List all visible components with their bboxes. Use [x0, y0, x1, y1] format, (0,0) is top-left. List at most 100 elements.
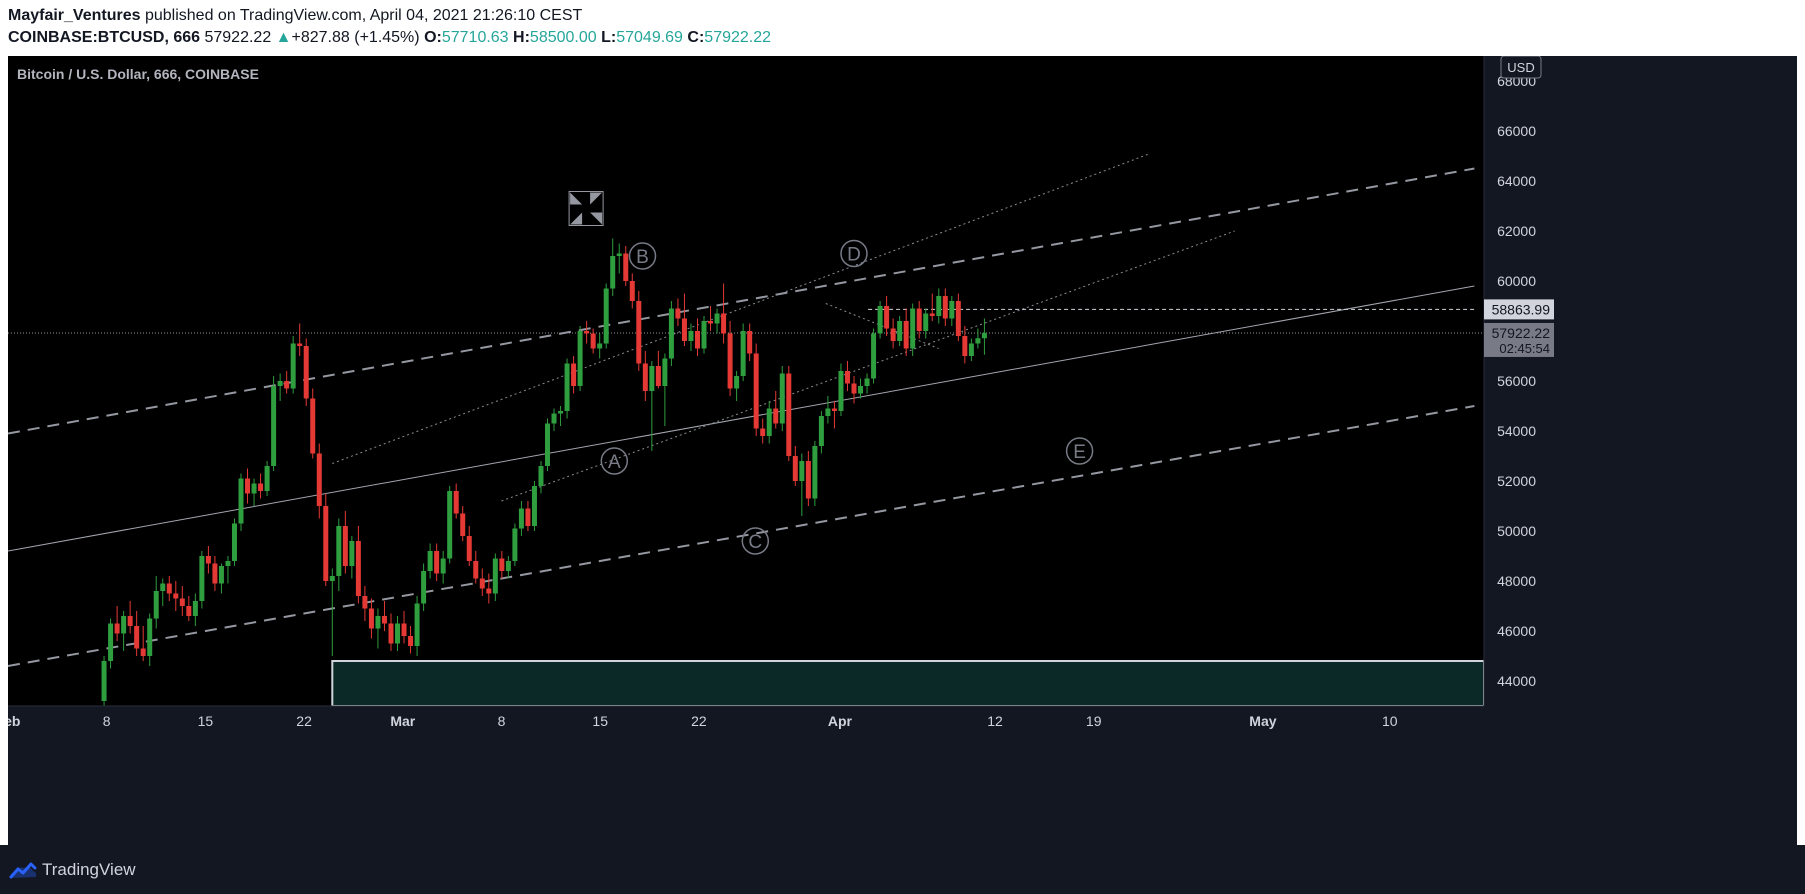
candle-up[interactable]	[492, 558, 498, 594]
candle-up[interactable]	[414, 603, 420, 647]
candle-down[interactable]	[173, 593, 179, 599]
candle-up[interactable]	[688, 331, 694, 341]
candle-down[interactable]	[362, 596, 368, 609]
candle-up[interactable]	[545, 423, 551, 467]
candle-up[interactable]	[251, 483, 257, 494]
candle-up[interactable]	[897, 321, 903, 341]
candle-down[interactable]	[805, 461, 811, 499]
candle-down[interactable]	[942, 296, 948, 319]
candle-up[interactable]	[329, 576, 335, 581]
candle-up[interactable]	[975, 338, 981, 344]
candle-up[interactable]	[518, 508, 524, 529]
candle-up[interactable]	[838, 371, 844, 411]
candle-up[interactable]	[825, 408, 831, 417]
candle-up[interactable]	[649, 366, 655, 391]
candle-down[interactable]	[929, 313, 935, 317]
candle-up[interactable]	[512, 528, 518, 562]
candle-down[interactable]	[479, 578, 485, 589]
candle-down[interactable]	[166, 583, 172, 594]
candle-up[interactable]	[603, 288, 609, 344]
candle-down[interactable]	[381, 616, 387, 624]
candle-down[interactable]	[681, 318, 687, 342]
candle-up[interactable]	[531, 486, 537, 526]
candle-down[interactable]	[629, 281, 635, 301]
candle-down[interactable]	[890, 328, 896, 342]
tradingview-logo[interactable]: TradingView	[8, 859, 136, 881]
candle-down[interactable]	[708, 321, 714, 324]
candle-up[interactable]	[936, 296, 942, 316]
candle-up[interactable]	[440, 558, 446, 574]
candle-up[interactable]	[910, 308, 916, 349]
wave-circle-C[interactable]	[741, 527, 770, 555]
candle-up[interactable]	[812, 446, 818, 499]
candle-down[interactable]	[460, 513, 466, 537]
candle-down[interactable]	[955, 301, 961, 336]
candle-up[interactable]	[597, 343, 603, 349]
candle-up[interactable]	[395, 623, 401, 644]
candle-down[interactable]	[499, 558, 505, 572]
candle-up[interactable]	[871, 333, 877, 379]
candle-up[interactable]	[427, 551, 433, 571]
candle-up[interactable]	[121, 616, 127, 634]
price-chart[interactable]: A B C D E Bitcoin / U.S. Dollar, 666, COINBAS…	[8, 56, 1797, 845]
candle-up[interactable]	[538, 466, 544, 486]
candle-up[interactable]	[610, 256, 616, 289]
candle-down[interactable]	[258, 483, 264, 492]
candle-up[interactable]	[199, 556, 205, 601]
chart-frame[interactable]: A B C D E Bitcoin / U.S. Dollar, 666, COINBAS…	[8, 56, 1797, 845]
candle-down[interactable]	[786, 373, 792, 457]
candle-down[interactable]	[884, 306, 890, 329]
candle-down[interactable]	[284, 381, 290, 389]
candle-up[interactable]	[701, 321, 707, 349]
candle-down[interactable]	[453, 491, 459, 514]
candle-up[interactable]	[225, 561, 231, 566]
candle-up[interactable]	[799, 461, 805, 481]
candle-down[interactable]	[342, 526, 348, 566]
candle-up[interactable]	[564, 363, 570, 412]
candle-down[interactable]	[297, 343, 303, 347]
candle-down[interactable]	[355, 541, 361, 596]
candle-down[interactable]	[303, 346, 309, 399]
candle-down[interactable]	[525, 508, 531, 527]
candle-up[interactable]	[231, 523, 237, 562]
candle-up[interactable]	[238, 478, 244, 524]
candle-down[interactable]	[310, 398, 316, 454]
candle-down[interactable]	[140, 648, 146, 657]
candle-up[interactable]	[766, 408, 772, 437]
candle-down[interactable]	[127, 616, 133, 626]
candle-down[interactable]	[747, 331, 753, 354]
candle-up[interactable]	[864, 378, 870, 387]
wave-circle-E[interactable]	[1065, 437, 1094, 465]
candle-down[interactable]	[694, 331, 700, 349]
candle-down[interactable]	[721, 313, 727, 334]
candle-up[interactable]	[192, 601, 198, 616]
candle-down[interactable]	[408, 636, 414, 646]
candle-up[interactable]	[421, 571, 427, 604]
cross-marker-icon[interactable]	[570, 192, 603, 225]
trendline-dotted[interactable]	[332, 153, 1151, 464]
level-price-tag[interactable]	[1484, 299, 1554, 320]
candle-up[interactable]	[616, 253, 622, 257]
candle-down[interactable]	[916, 308, 922, 332]
candle-up[interactable]	[858, 386, 864, 394]
candle-up[interactable]	[558, 411, 564, 414]
candle-up[interactable]	[375, 616, 381, 629]
candle-up[interactable]	[271, 386, 277, 466]
candle-down[interactable]	[316, 453, 322, 507]
currency-badge[interactable]	[1500, 56, 1542, 79]
candle-down[interactable]	[727, 333, 733, 389]
candle-up[interactable]	[108, 623, 114, 662]
candle-down[interactable]	[388, 623, 394, 644]
trendline-dashed[interactable]	[8, 405, 1475, 667]
candle-up[interactable]	[981, 332, 987, 339]
author-name[interactable]: Mayfair_Ventures	[8, 7, 141, 24]
candle-up[interactable]	[290, 343, 296, 389]
candle-up[interactable]	[818, 416, 824, 446]
candle-down[interactable]	[962, 336, 968, 356]
candle-down[interactable]	[903, 321, 909, 349]
candle-down[interactable]	[590, 333, 596, 349]
candle-down[interactable]	[844, 371, 850, 384]
plot-area[interactable]	[8, 56, 1484, 706]
candle-up[interactable]	[949, 301, 955, 319]
trendline-dotted[interactable]	[501, 230, 1235, 502]
